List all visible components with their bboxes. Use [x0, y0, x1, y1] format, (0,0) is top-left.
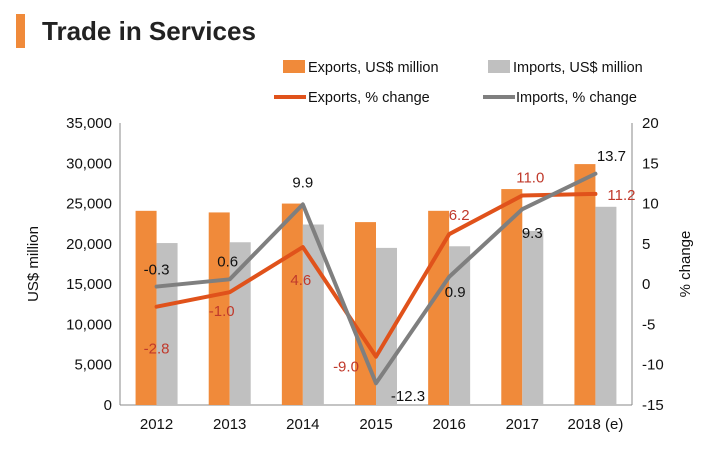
y2-tick-label: 15 [642, 155, 659, 172]
exports-bar [355, 222, 376, 405]
y-tick-label: 10,000 [66, 316, 112, 333]
exports-bar [574, 164, 596, 405]
imports-bar [376, 247, 397, 405]
x-tick-label: 2015 [359, 416, 392, 433]
title-accent-bar [16, 14, 25, 48]
imports-change-label: -12.3 [391, 388, 425, 405]
y2-tick-label: -15 [642, 397, 664, 414]
y2-tick-label: 5 [642, 236, 650, 253]
x-tick-label: 2012 [140, 416, 173, 433]
exports-change-label: -9.0 [333, 359, 359, 376]
imports-change-label: 0.6 [217, 253, 238, 270]
exports-bar [501, 189, 523, 405]
exports-bar [135, 210, 157, 405]
legend-imports-bar-label: Imports, US$ million [513, 60, 643, 76]
x-tick-label: 2018 (e) [567, 416, 623, 433]
y2-tick-label: 20 [642, 115, 659, 132]
y2-tick-label: 10 [642, 196, 659, 213]
imports-change-label: 0.9 [445, 284, 466, 301]
imports-change-label: 9.9 [292, 174, 313, 191]
y2-tick-label: -5 [642, 316, 655, 333]
legend-imports-line-label: Imports, % change [516, 90, 637, 106]
y2-axis-title: % change [677, 231, 694, 298]
y-tick-label: 35,000 [66, 115, 112, 132]
y-tick-label: 25,000 [66, 196, 112, 213]
y-axis-title: US$ million [25, 226, 42, 302]
exports-change-label: 11.0 [516, 170, 544, 187]
exports-change-label: 11.2 [607, 187, 635, 204]
imports-change-label: 13.7 [597, 148, 626, 165]
exports-bar [281, 203, 303, 405]
imports-change-label: -0.3 [144, 262, 170, 279]
exports-change-line [154, 191, 598, 359]
y2-tick-label: -10 [642, 357, 664, 374]
imports-bar [449, 246, 471, 405]
y2-tick-label: 0 [642, 276, 650, 293]
y-tick-label: 15,000 [66, 276, 112, 293]
exports-change-label: -1.0 [209, 303, 235, 320]
imports-bar [595, 206, 617, 405]
legend-exports-bar-label: Exports, US$ million [308, 60, 439, 76]
exports-change-label: -2.8 [144, 341, 170, 358]
exports-bar [208, 212, 230, 405]
exports-change-label: 6.2 [449, 207, 470, 224]
y-tick-label: 0 [104, 397, 112, 414]
x-tick-label: 2014 [286, 416, 319, 433]
legend-exports-bar-swatch [283, 60, 305, 73]
y-tick-label: 5,000 [74, 357, 112, 374]
y-tick-label: 30,000 [66, 155, 112, 172]
x-tick-label: 2013 [213, 416, 246, 433]
chart-title: Trade in Services [42, 16, 256, 46]
x-tick-label: 2017 [506, 416, 539, 433]
legend-exports-line-label: Exports, % change [308, 90, 430, 106]
y-tick-label: 20,000 [66, 236, 112, 253]
imports-bar [522, 230, 544, 405]
imports-change-line [154, 171, 598, 386]
imports-change-label: 9.3 [522, 225, 543, 242]
exports-change-label: 4.6 [290, 272, 311, 289]
legend-imports-bar-swatch [488, 60, 510, 73]
x-tick-label: 2016 [432, 416, 465, 433]
